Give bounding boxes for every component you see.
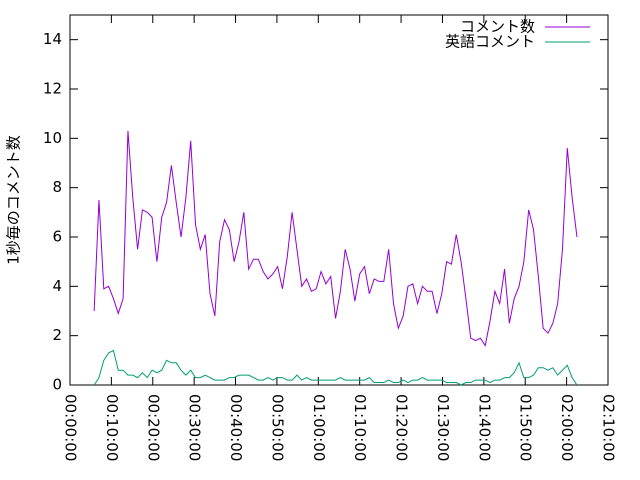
x-tick-label: 01:30:00 <box>434 394 452 461</box>
x-tick-label: 02:10:00 <box>600 394 618 461</box>
x-tick-label: 01:50:00 <box>517 394 535 461</box>
x-tick-label: 01:20:00 <box>393 394 411 461</box>
y-tick-label: 4 <box>52 277 62 295</box>
x-tick-label: 00:40:00 <box>227 394 245 461</box>
legend-label: 英語コメント <box>445 33 535 51</box>
legend-label: コメント数 <box>460 18 535 36</box>
x-tick-label: 02:00:00 <box>558 394 576 461</box>
x-tick-label: 00:00:00 <box>62 394 80 461</box>
plot-border <box>69 14 609 386</box>
x-tick-label: 00:10:00 <box>103 394 121 461</box>
x-tick-label: 01:40:00 <box>475 394 493 461</box>
y-tick-label: 6 <box>52 228 62 246</box>
x-tick-label: 00:50:00 <box>268 394 286 461</box>
y-axis-label: 1秒毎のコメント数 <box>5 135 23 265</box>
y-tick-label: 10 <box>43 129 62 147</box>
series-line <box>93 349 578 386</box>
x-tick-label: 00:30:00 <box>186 394 204 461</box>
x-tick-label: 01:10:00 <box>351 394 369 461</box>
y-tick-label: 0 <box>52 376 62 394</box>
x-tick-label: 01:00:00 <box>310 394 328 461</box>
y-tick-label: 12 <box>43 80 62 98</box>
y-tick-label: 8 <box>52 178 62 196</box>
series-line <box>93 130 578 347</box>
y-tick-label: 2 <box>52 326 62 344</box>
y-tick-label: 14 <box>43 30 62 48</box>
x-tick-label: 00:20:00 <box>144 394 162 461</box>
